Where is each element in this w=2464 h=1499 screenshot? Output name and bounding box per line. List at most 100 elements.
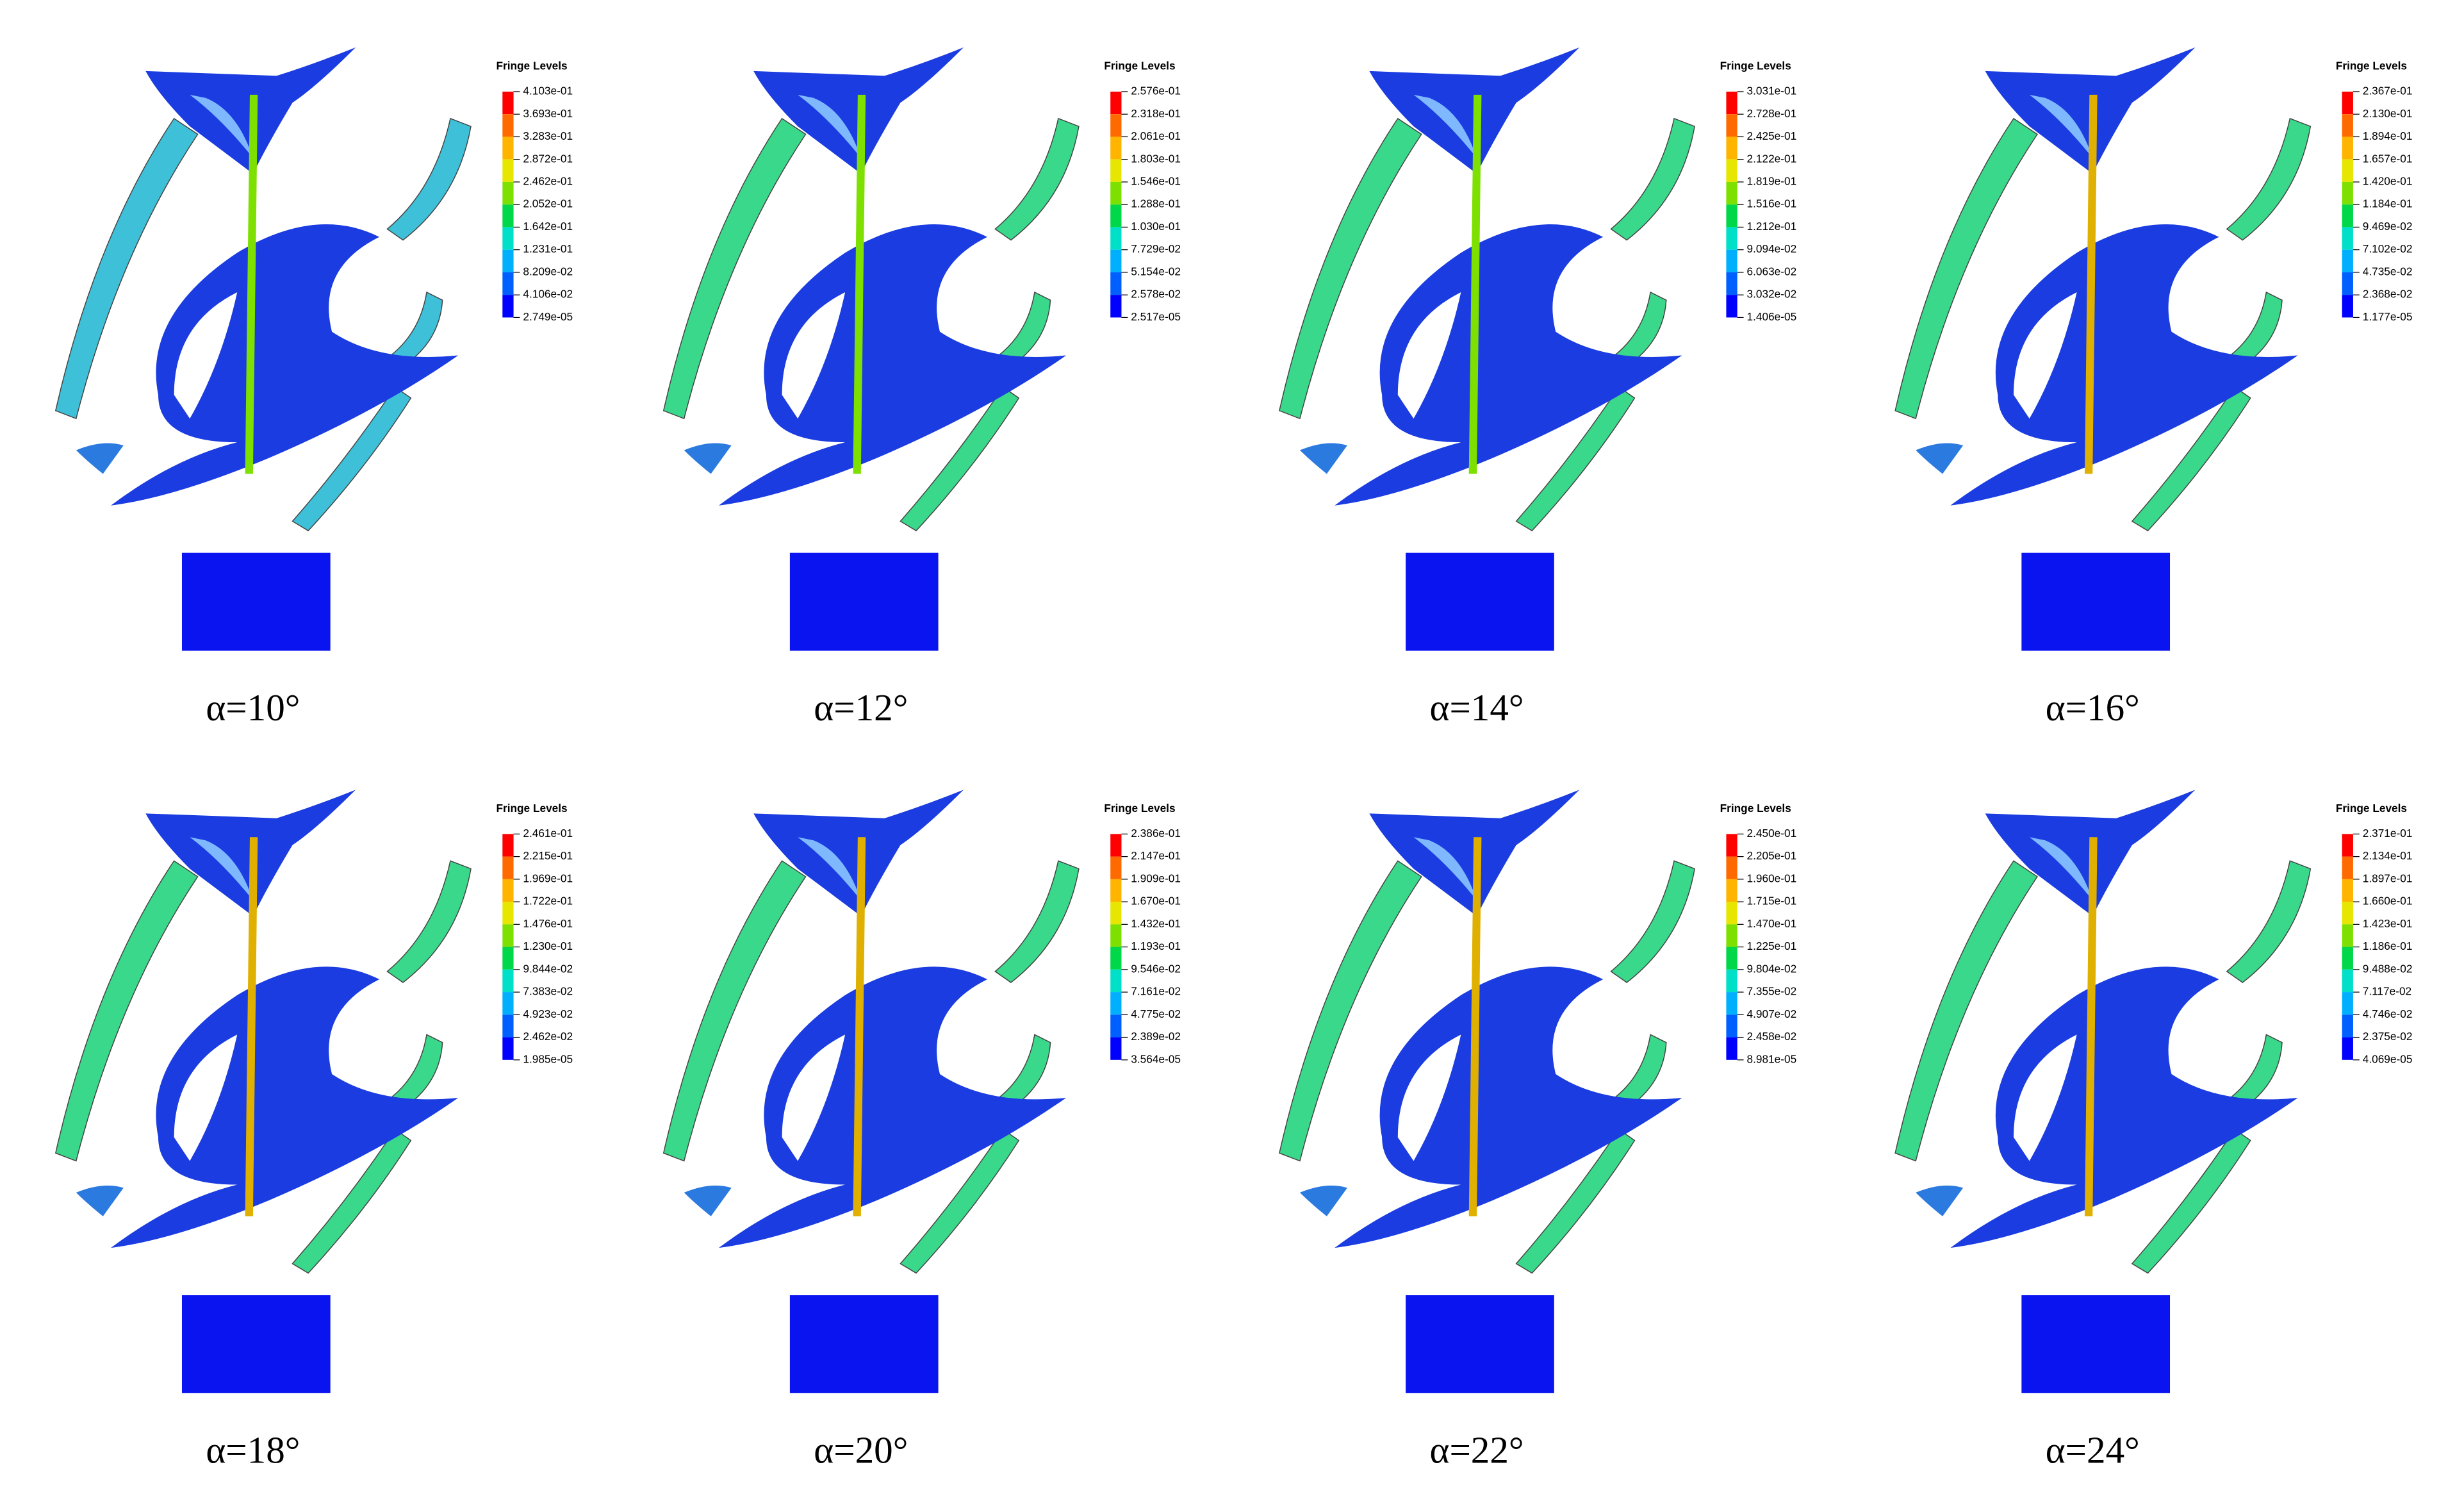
- spine: [2084, 94, 2098, 474]
- legend-level: 2.367e-01: [2363, 85, 2413, 97]
- caption: α=10°: [206, 686, 300, 729]
- legend-swatch: [502, 91, 514, 115]
- panel: Fringe Levels 2.367e-01 2.130e-01 1.894e-01…: [1894, 47, 2413, 729]
- legend-swatch: [1726, 114, 1737, 137]
- legend-swatch: [1110, 114, 1122, 137]
- legend-level: 1.193e-01: [1131, 940, 1181, 952]
- middle-light: [1397, 1034, 1461, 1161]
- bowl-light: [798, 837, 861, 900]
- legend-level: 2.122e-01: [1746, 152, 1796, 165]
- legend-level: 3.283e-01: [523, 129, 573, 142]
- legend-swatch: [1110, 272, 1122, 295]
- legend-swatch: [502, 856, 514, 879]
- legend-title: Fringe Levels: [2336, 59, 2407, 72]
- left-flap: [76, 1185, 124, 1216]
- bowl-light: [1413, 837, 1477, 900]
- left-flap: [1299, 1185, 1347, 1216]
- legend-swatch: [502, 181, 514, 205]
- panel: Fringe Levels 2.450e-01 2.205e-01 1.960e-01…: [1279, 790, 1796, 1471]
- panel: Fringe Levels 2.386e-01 2.147e-01 1.909e-01…: [662, 790, 1181, 1471]
- legend-level: 2.517e-05: [1131, 310, 1181, 323]
- legend-swatch: [1110, 181, 1122, 205]
- spine: [853, 94, 866, 474]
- legend-swatch: [1110, 159, 1122, 182]
- lower-band: [899, 1129, 1020, 1274]
- right-band: [386, 117, 472, 241]
- legend-swatch: [2342, 856, 2353, 879]
- legend-title: Fringe Levels: [1104, 59, 1175, 72]
- legend-level: 3.032e-02: [1746, 288, 1796, 301]
- legend-swatch: [2342, 879, 2353, 902]
- legend-swatch: [1110, 947, 1122, 970]
- legend-level: 2.425e-01: [1746, 129, 1796, 142]
- panel: Fringe Levels 4.103e-01 3.693e-01 3.283e-01…: [54, 47, 573, 729]
- legend-swatch: [1110, 227, 1122, 250]
- legend-level: 2.461e-01: [523, 827, 573, 840]
- legend-level: 3.693e-01: [523, 107, 573, 120]
- left-band: [1279, 117, 1422, 420]
- left-band: [54, 117, 199, 420]
- legend-level: 3.564e-05: [1131, 1052, 1181, 1065]
- legend-level: 4.907e-02: [1746, 1007, 1796, 1020]
- legend-level: 1.516e-01: [1746, 197, 1796, 210]
- legend-swatch: [1110, 204, 1122, 228]
- legend-swatch: [1726, 204, 1737, 228]
- right-band: [994, 860, 1080, 983]
- legend-swatch: [1726, 227, 1737, 250]
- legend-swatch: [502, 902, 514, 925]
- lower-band: [899, 386, 1020, 532]
- legend-level: 2.368e-02: [2363, 288, 2413, 301]
- left-flap: [1916, 1185, 1964, 1216]
- legend-level: 1.894e-01: [2363, 129, 2413, 142]
- legend-level: 7.117e-02: [2363, 985, 2411, 998]
- legend-swatch: [2342, 249, 2353, 272]
- legend-swatch: [1726, 969, 1737, 993]
- legend-level: 4.103e-01: [523, 85, 573, 97]
- legend-level: 1.470e-01: [1746, 917, 1796, 930]
- legend-level: 9.469e-02: [2363, 220, 2413, 233]
- legend-level: 2.130e-01: [2363, 107, 2413, 120]
- legend-swatch: [2342, 969, 2353, 993]
- legend-level: 2.205e-01: [1746, 849, 1796, 862]
- legend-level: 1.423e-01: [2363, 917, 2413, 930]
- caption: α=14°: [1429, 686, 1524, 729]
- legend-level: 2.462e-01: [523, 174, 573, 187]
- middle-light: [782, 292, 846, 419]
- legend-level: 2.576e-01: [1131, 85, 1181, 97]
- legend-level: 2.458e-02: [1746, 1030, 1796, 1043]
- left-flap: [684, 1185, 732, 1216]
- legend-level: 1.177e-05: [2363, 310, 2413, 323]
- legend-swatch: [2342, 1037, 2353, 1060]
- caption: α=12°: [814, 686, 908, 729]
- middle-light: [2014, 1034, 2077, 1161]
- panel: Fringe Levels 2.371e-01 2.134e-01 1.897e-01…: [1894, 790, 2413, 1471]
- bowl-light: [798, 94, 861, 158]
- left-flap: [1299, 443, 1347, 474]
- legend-level: 9.844e-02: [523, 962, 573, 975]
- legend-level: 1.897e-01: [2363, 872, 2413, 884]
- legend-level: 2.389e-02: [1131, 1030, 1181, 1043]
- middle-loops: [718, 966, 1067, 1248]
- legend-swatch: [502, 834, 514, 857]
- legend-swatch: [1110, 834, 1122, 857]
- spine: [1468, 94, 1482, 474]
- legend-level: 1.420e-01: [2363, 174, 2413, 187]
- middle-light: [1397, 292, 1461, 419]
- bowl-light: [2029, 94, 2093, 158]
- left-band: [662, 117, 807, 420]
- legend-level: 4.106e-02: [523, 288, 573, 301]
- legend-swatch: [1726, 924, 1737, 947]
- legend-swatch: [1726, 249, 1737, 272]
- legend-level: 2.450e-01: [1746, 827, 1796, 840]
- legend-title: Fringe Levels: [496, 802, 567, 815]
- legend-swatch: [502, 969, 514, 993]
- legend-level: 9.546e-02: [1131, 962, 1181, 975]
- spine: [853, 837, 866, 1216]
- legend-level: 8.209e-02: [523, 265, 573, 277]
- spine: [245, 837, 258, 1216]
- left-band: [1894, 117, 2039, 420]
- legend-level: 7.102e-02: [2363, 242, 2413, 255]
- legend-swatch: [1726, 137, 1737, 160]
- legend-swatch: [1726, 947, 1737, 970]
